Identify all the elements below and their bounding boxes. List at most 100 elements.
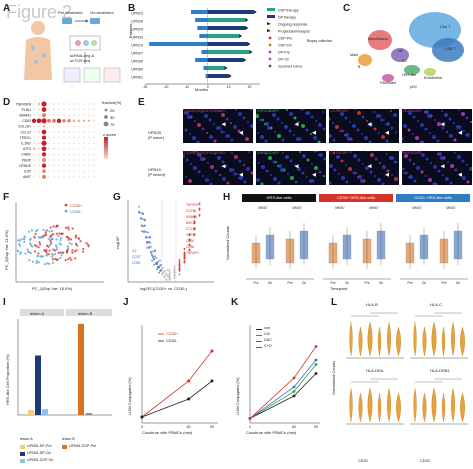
b-patient-label: UPN27 bbox=[131, 52, 143, 56]
b-legend-label: Ongoing response bbox=[278, 22, 307, 26]
panel-letter-d: D bbox=[3, 97, 11, 108]
k-x-tick: 0 bbox=[249, 425, 251, 429]
d-dot bbox=[33, 175, 35, 178]
k-point bbox=[292, 394, 296, 398]
f-point bbox=[60, 254, 63, 257]
d-dot bbox=[68, 131, 70, 133]
d-dot bbox=[37, 102, 41, 106]
k-legend-swatch bbox=[256, 347, 262, 348]
b-bar-on bbox=[207, 10, 254, 14]
f-point bbox=[31, 260, 35, 263]
f-point bbox=[73, 250, 76, 253]
l-violin bbox=[422, 392, 427, 423]
d-dot bbox=[88, 142, 90, 145]
d-dot bbox=[68, 114, 70, 117]
b-bar-pre bbox=[205, 74, 208, 78]
method-label-2: scTCR-seq bbox=[70, 58, 91, 63]
panel-letter-e: E bbox=[138, 97, 145, 108]
h-x-tick: On bbox=[345, 281, 349, 285]
d-dot bbox=[42, 113, 46, 118]
panel-i-barchart bbox=[17, 309, 112, 416]
d-dot bbox=[88, 103, 90, 105]
d-gene-label: CCL22 bbox=[20, 130, 31, 134]
f-point bbox=[75, 234, 78, 237]
d-dot bbox=[41, 140, 47, 146]
i-legend-lesion-b: lesion B bbox=[62, 437, 75, 441]
b-bar-on bbox=[207, 66, 225, 70]
d-dot bbox=[33, 108, 35, 111]
l-violin bbox=[386, 321, 392, 357]
f-point bbox=[59, 251, 62, 254]
f-point bbox=[42, 234, 45, 237]
f-point bbox=[58, 242, 61, 245]
f-point bbox=[61, 251, 64, 254]
f-point bbox=[74, 257, 77, 260]
g-point bbox=[148, 247, 150, 249]
b-x-tick: 20 bbox=[248, 85, 252, 89]
f-point bbox=[23, 237, 26, 241]
g-point bbox=[178, 273, 181, 276]
d-dot bbox=[32, 102, 36, 106]
j-legend-pos: CD30+ bbox=[166, 331, 179, 336]
g-point bbox=[193, 234, 196, 236]
f-point bbox=[36, 255, 39, 258]
b-bar-pre bbox=[201, 50, 208, 54]
panel-c-umap bbox=[358, 12, 464, 82]
d-dot bbox=[58, 164, 60, 167]
d-gene-label: TPRG1 bbox=[20, 136, 31, 140]
f-point bbox=[67, 258, 70, 261]
k-legend-swatch bbox=[256, 329, 262, 330]
b-bar-on bbox=[207, 34, 240, 38]
d-dot bbox=[33, 131, 35, 133]
b-bar-pre bbox=[199, 34, 208, 38]
d-dot bbox=[48, 142, 50, 145]
k-legend-swatch bbox=[256, 335, 262, 336]
panel-a: A Pre-treatment On-treatment scRNA-seq &… bbox=[0, 0, 125, 95]
b-bar-pre bbox=[195, 58, 208, 62]
d-dot bbox=[78, 147, 80, 150]
b-patient-label: UPN50 bbox=[131, 68, 143, 72]
f-point bbox=[60, 236, 63, 240]
g-point bbox=[140, 212, 142, 214]
g-point bbox=[168, 270, 171, 273]
b-x-tick: -30 bbox=[143, 85, 148, 89]
figure-title: Figure 2 bbox=[6, 2, 73, 22]
d-dot bbox=[93, 125, 95, 128]
d-dot bbox=[93, 164, 95, 167]
d-dot bbox=[32, 147, 36, 151]
d-dot bbox=[88, 131, 90, 133]
c-label-b: B bbox=[358, 65, 361, 69]
d-dot bbox=[48, 136, 50, 139]
j-x-tick: 90 bbox=[210, 425, 214, 429]
d-dot bbox=[63, 164, 65, 167]
panel-letter-h: H bbox=[223, 192, 231, 203]
g-point bbox=[142, 213, 144, 216]
d-dot bbox=[41, 135, 47, 140]
f-point bbox=[58, 232, 61, 235]
d-dot bbox=[62, 119, 66, 123]
d-gene-label: IL2R bbox=[24, 170, 32, 174]
panel-j: J 0 60 90 LI3M Conjugates (%) Coculture wi… bbox=[120, 295, 228, 469]
g-point bbox=[178, 270, 181, 272]
l-violin bbox=[358, 326, 363, 357]
g-point bbox=[183, 247, 186, 250]
d-dot bbox=[58, 114, 60, 117]
f-point bbox=[69, 238, 73, 241]
d-colorbar bbox=[104, 137, 108, 159]
g-point bbox=[157, 260, 159, 263]
l-violin bbox=[367, 387, 373, 423]
panel-letter-a: A bbox=[3, 3, 11, 14]
g-ylabel: -log10P bbox=[115, 236, 120, 250]
l-violin bbox=[450, 321, 456, 357]
d-dot bbox=[38, 142, 40, 145]
b-legend-label: CDP-On bbox=[278, 43, 292, 47]
d-dot bbox=[57, 102, 61, 106]
d-dot bbox=[42, 125, 46, 128]
d-dot bbox=[78, 114, 80, 117]
d-dot bbox=[41, 163, 47, 168]
d-dot bbox=[48, 103, 50, 105]
g-point bbox=[193, 228, 196, 231]
b-legend-swatch bbox=[268, 36, 272, 40]
g-point bbox=[158, 271, 160, 274]
d-dot bbox=[48, 114, 50, 117]
